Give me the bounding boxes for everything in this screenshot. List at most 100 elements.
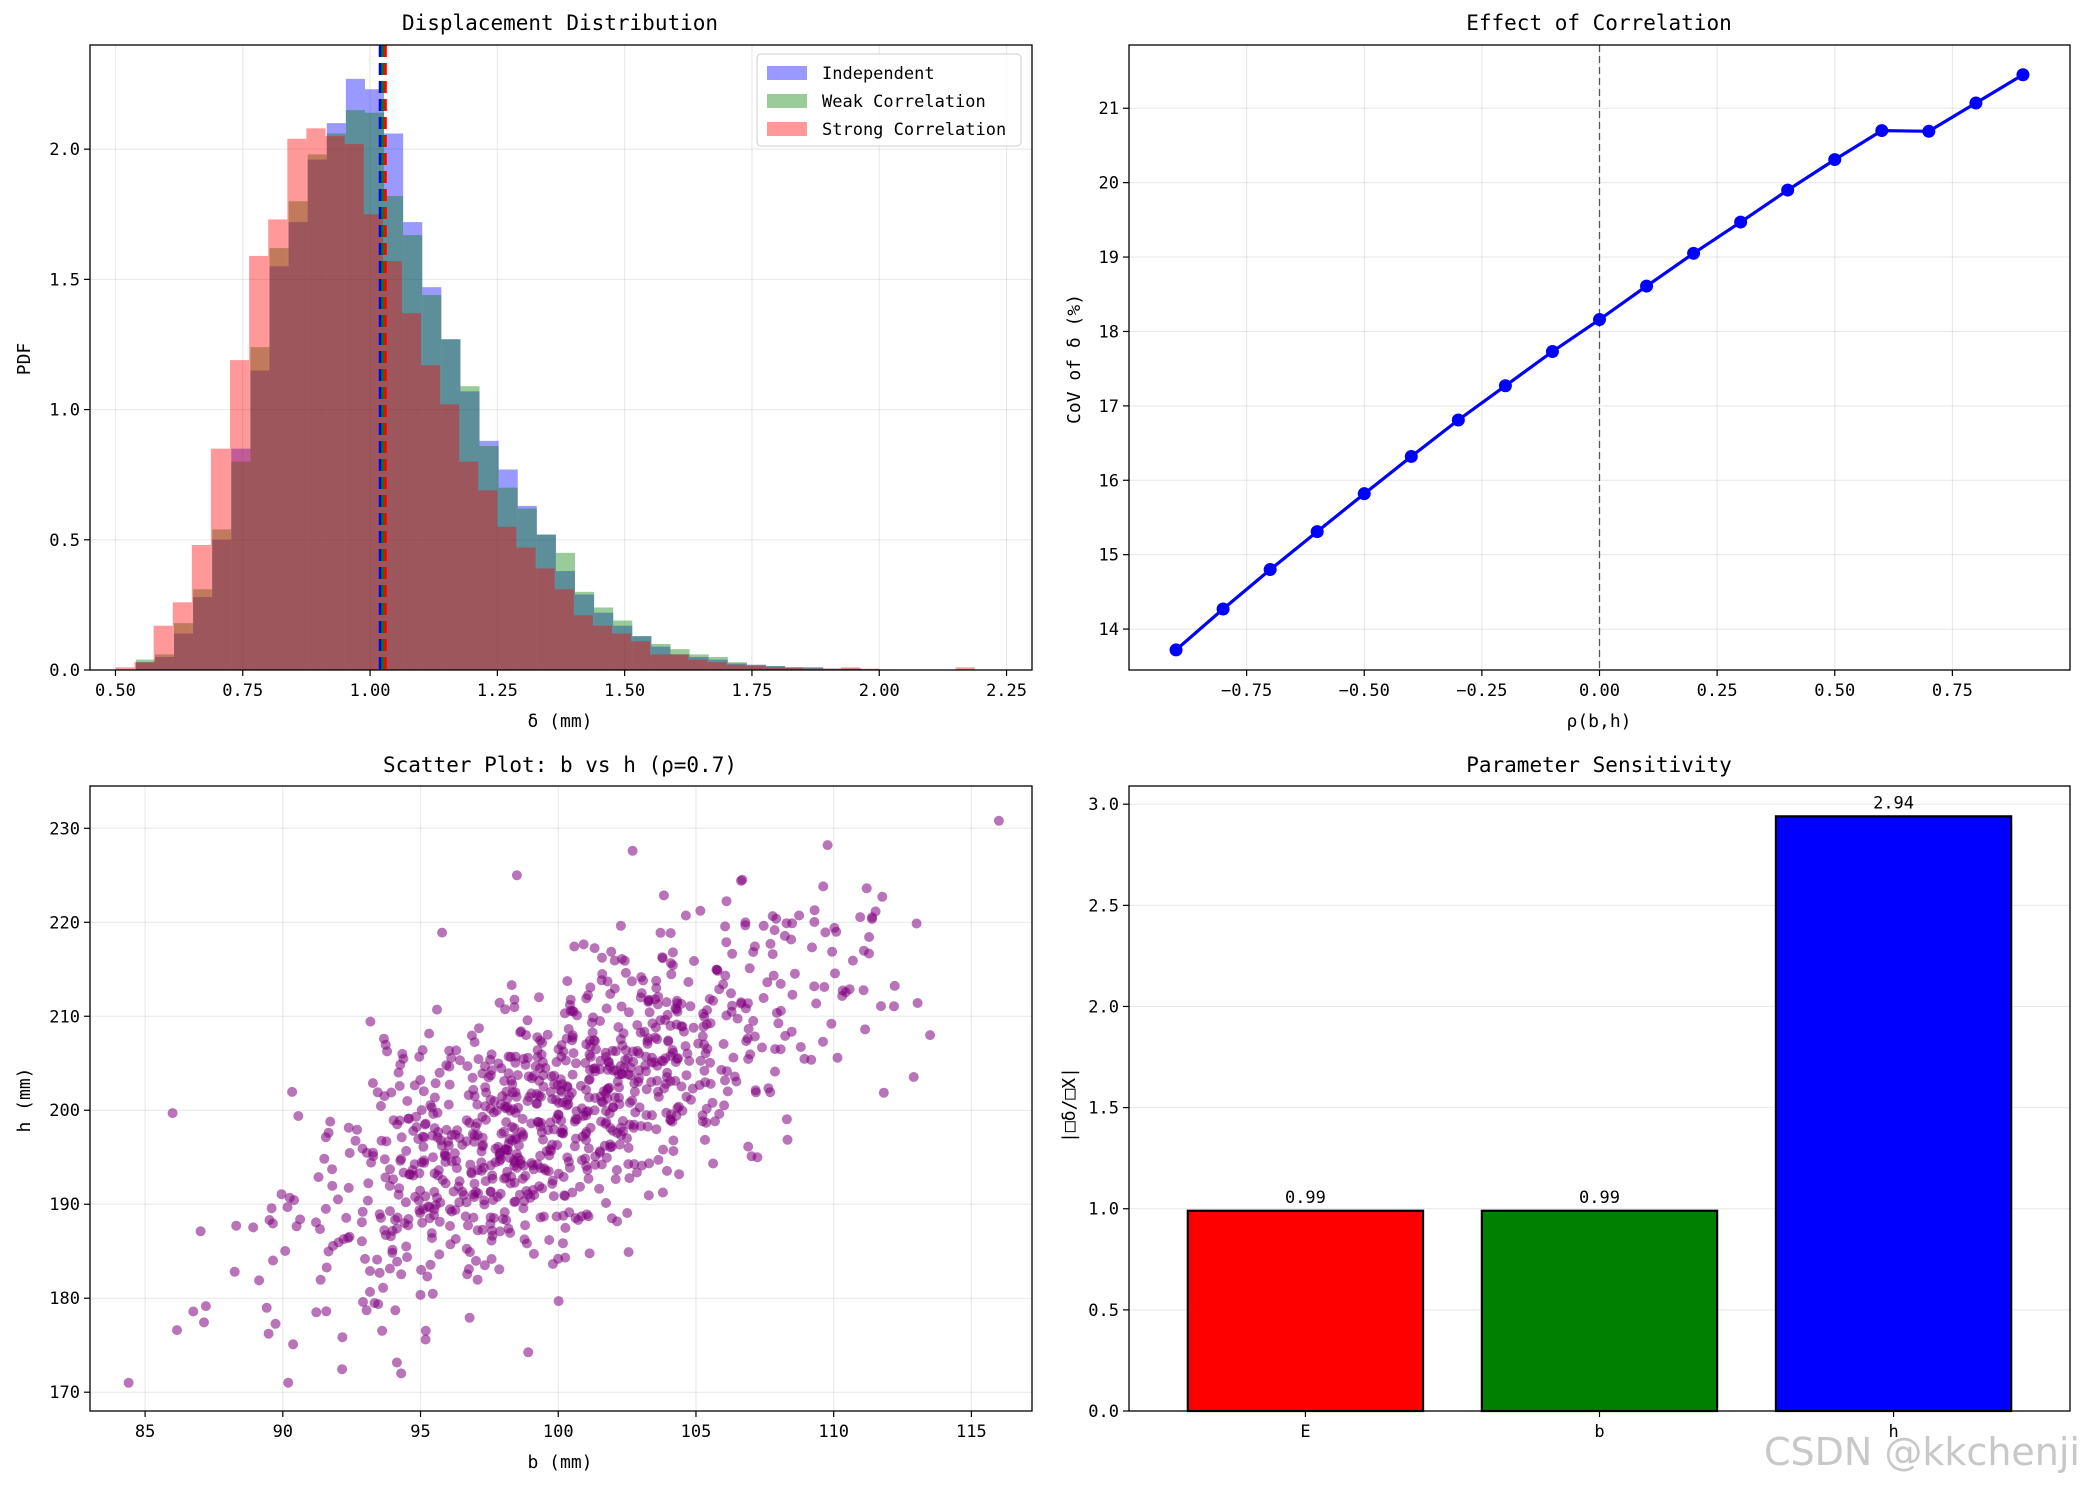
scatter-point bbox=[647, 1018, 658, 1029]
scatter-point bbox=[437, 1175, 448, 1185]
hist-bar bbox=[594, 607, 614, 670]
scatter-point bbox=[473, 1054, 484, 1065]
scatter-point bbox=[623, 1142, 634, 1153]
scatter-point bbox=[720, 921, 731, 932]
scatter-point bbox=[264, 1215, 275, 1225]
scatter-point bbox=[465, 1159, 476, 1170]
legend-box bbox=[756, 53, 1022, 147]
scatter-point bbox=[521, 1030, 532, 1041]
scatter-point bbox=[639, 1026, 650, 1037]
scatter-point bbox=[343, 1182, 354, 1193]
scatter-point bbox=[464, 1312, 475, 1323]
scatter-point bbox=[379, 1154, 390, 1165]
scatter-point bbox=[560, 1252, 571, 1263]
scatter-point bbox=[426, 1102, 437, 1113]
cov-point bbox=[1969, 96, 1983, 110]
scatter-point bbox=[616, 1001, 627, 1012]
scatter-point bbox=[651, 975, 662, 986]
sensitivity-bar-E bbox=[1186, 1209, 1425, 1413]
bar-xtick-label: b bbox=[1594, 1422, 1604, 1442]
scatter-point bbox=[661, 997, 672, 1008]
scatter-point bbox=[555, 1074, 566, 1085]
scatter-point bbox=[396, 1269, 407, 1280]
correlation-line-panel: Effect of Correlation ρ(b,h) CoV of δ (%… bbox=[1064, 11, 2071, 732]
hist-bar bbox=[249, 255, 269, 670]
scatter-point bbox=[313, 1172, 324, 1183]
scatter-point bbox=[507, 1087, 518, 1098]
scatter-point bbox=[427, 1130, 438, 1141]
scatter-point bbox=[395, 1155, 406, 1166]
hist-bar bbox=[651, 646, 671, 670]
scatter-point bbox=[379, 1225, 390, 1236]
scatter-point bbox=[435, 1197, 446, 1208]
scatter-point bbox=[486, 1049, 497, 1060]
scatter-point bbox=[722, 1086, 733, 1097]
hist-bar bbox=[363, 214, 383, 671]
scatter-point bbox=[356, 1217, 367, 1228]
scatter-point bbox=[433, 1165, 444, 1176]
scatter-point bbox=[231, 1220, 242, 1231]
correlation-xlabel: ρ(b,h) bbox=[1566, 711, 1631, 732]
cov-point bbox=[1404, 449, 1418, 463]
hist-bar bbox=[478, 490, 498, 670]
scatter-point bbox=[599, 1140, 610, 1151]
scatter-point bbox=[472, 1274, 483, 1285]
scatter-point bbox=[494, 997, 505, 1008]
scatter-point bbox=[446, 1053, 457, 1063]
scatter-xtick-label: 95 bbox=[410, 1422, 430, 1442]
scatter-point bbox=[367, 1078, 378, 1089]
scatter-point bbox=[200, 1301, 211, 1312]
scatter-point bbox=[167, 1108, 178, 1119]
scatter-point bbox=[718, 979, 729, 990]
hist-bar bbox=[746, 664, 766, 670]
scatter-point bbox=[560, 1222, 571, 1233]
scatter-point bbox=[700, 1048, 711, 1059]
hist-bar bbox=[479, 440, 499, 670]
scatter-point bbox=[394, 1081, 405, 1091]
hist-bar bbox=[575, 591, 595, 670]
hist-bar bbox=[613, 620, 633, 670]
cov-point bbox=[1451, 413, 1465, 427]
scatter-point bbox=[381, 1136, 392, 1147]
scatter-point bbox=[480, 1114, 491, 1125]
scatter-point bbox=[509, 994, 520, 1005]
scatter-point bbox=[809, 917, 820, 927]
hist-bar bbox=[497, 526, 517, 670]
scatter-point bbox=[315, 1224, 325, 1235]
scatter-point bbox=[378, 1282, 389, 1293]
scatter-point bbox=[629, 1078, 640, 1089]
scatter-point bbox=[320, 1132, 331, 1143]
hist-bar bbox=[345, 78, 365, 670]
scatter-point bbox=[583, 1143, 594, 1154]
scatter-point bbox=[556, 1115, 567, 1126]
line-xtick-label: −0.50 bbox=[1339, 681, 1390, 701]
hist-bar bbox=[269, 266, 289, 670]
scatter-point bbox=[708, 1158, 719, 1169]
hist-bar bbox=[420, 365, 441, 670]
scatter-point bbox=[837, 991, 848, 1001]
legend-label: Independent bbox=[822, 64, 935, 84]
scatter-point bbox=[767, 949, 778, 960]
scatter-point bbox=[547, 1259, 558, 1269]
scatter-point bbox=[429, 1092, 440, 1103]
hist-xtick-label: 1.75 bbox=[731, 681, 772, 701]
hist-bar bbox=[650, 654, 670, 670]
scatter-point bbox=[597, 952, 607, 963]
scatter-point bbox=[414, 1168, 425, 1179]
scatter-xtick-label: 105 bbox=[681, 1422, 712, 1442]
cov-point bbox=[2016, 68, 2030, 82]
scatter-point bbox=[577, 1131, 588, 1142]
hist-bar bbox=[632, 636, 652, 670]
hist-series-1 bbox=[135, 110, 900, 671]
hist-bar bbox=[403, 222, 423, 671]
hist-bar bbox=[326, 133, 346, 670]
scatter-point bbox=[626, 976, 637, 987]
hist-bar bbox=[555, 571, 576, 670]
scatter-point bbox=[417, 1131, 428, 1142]
hist-bar bbox=[726, 664, 746, 670]
scatter-point bbox=[680, 910, 691, 921]
scatter-point bbox=[736, 997, 747, 1008]
scatter-point bbox=[567, 1069, 578, 1080]
hist-bar bbox=[135, 659, 155, 670]
